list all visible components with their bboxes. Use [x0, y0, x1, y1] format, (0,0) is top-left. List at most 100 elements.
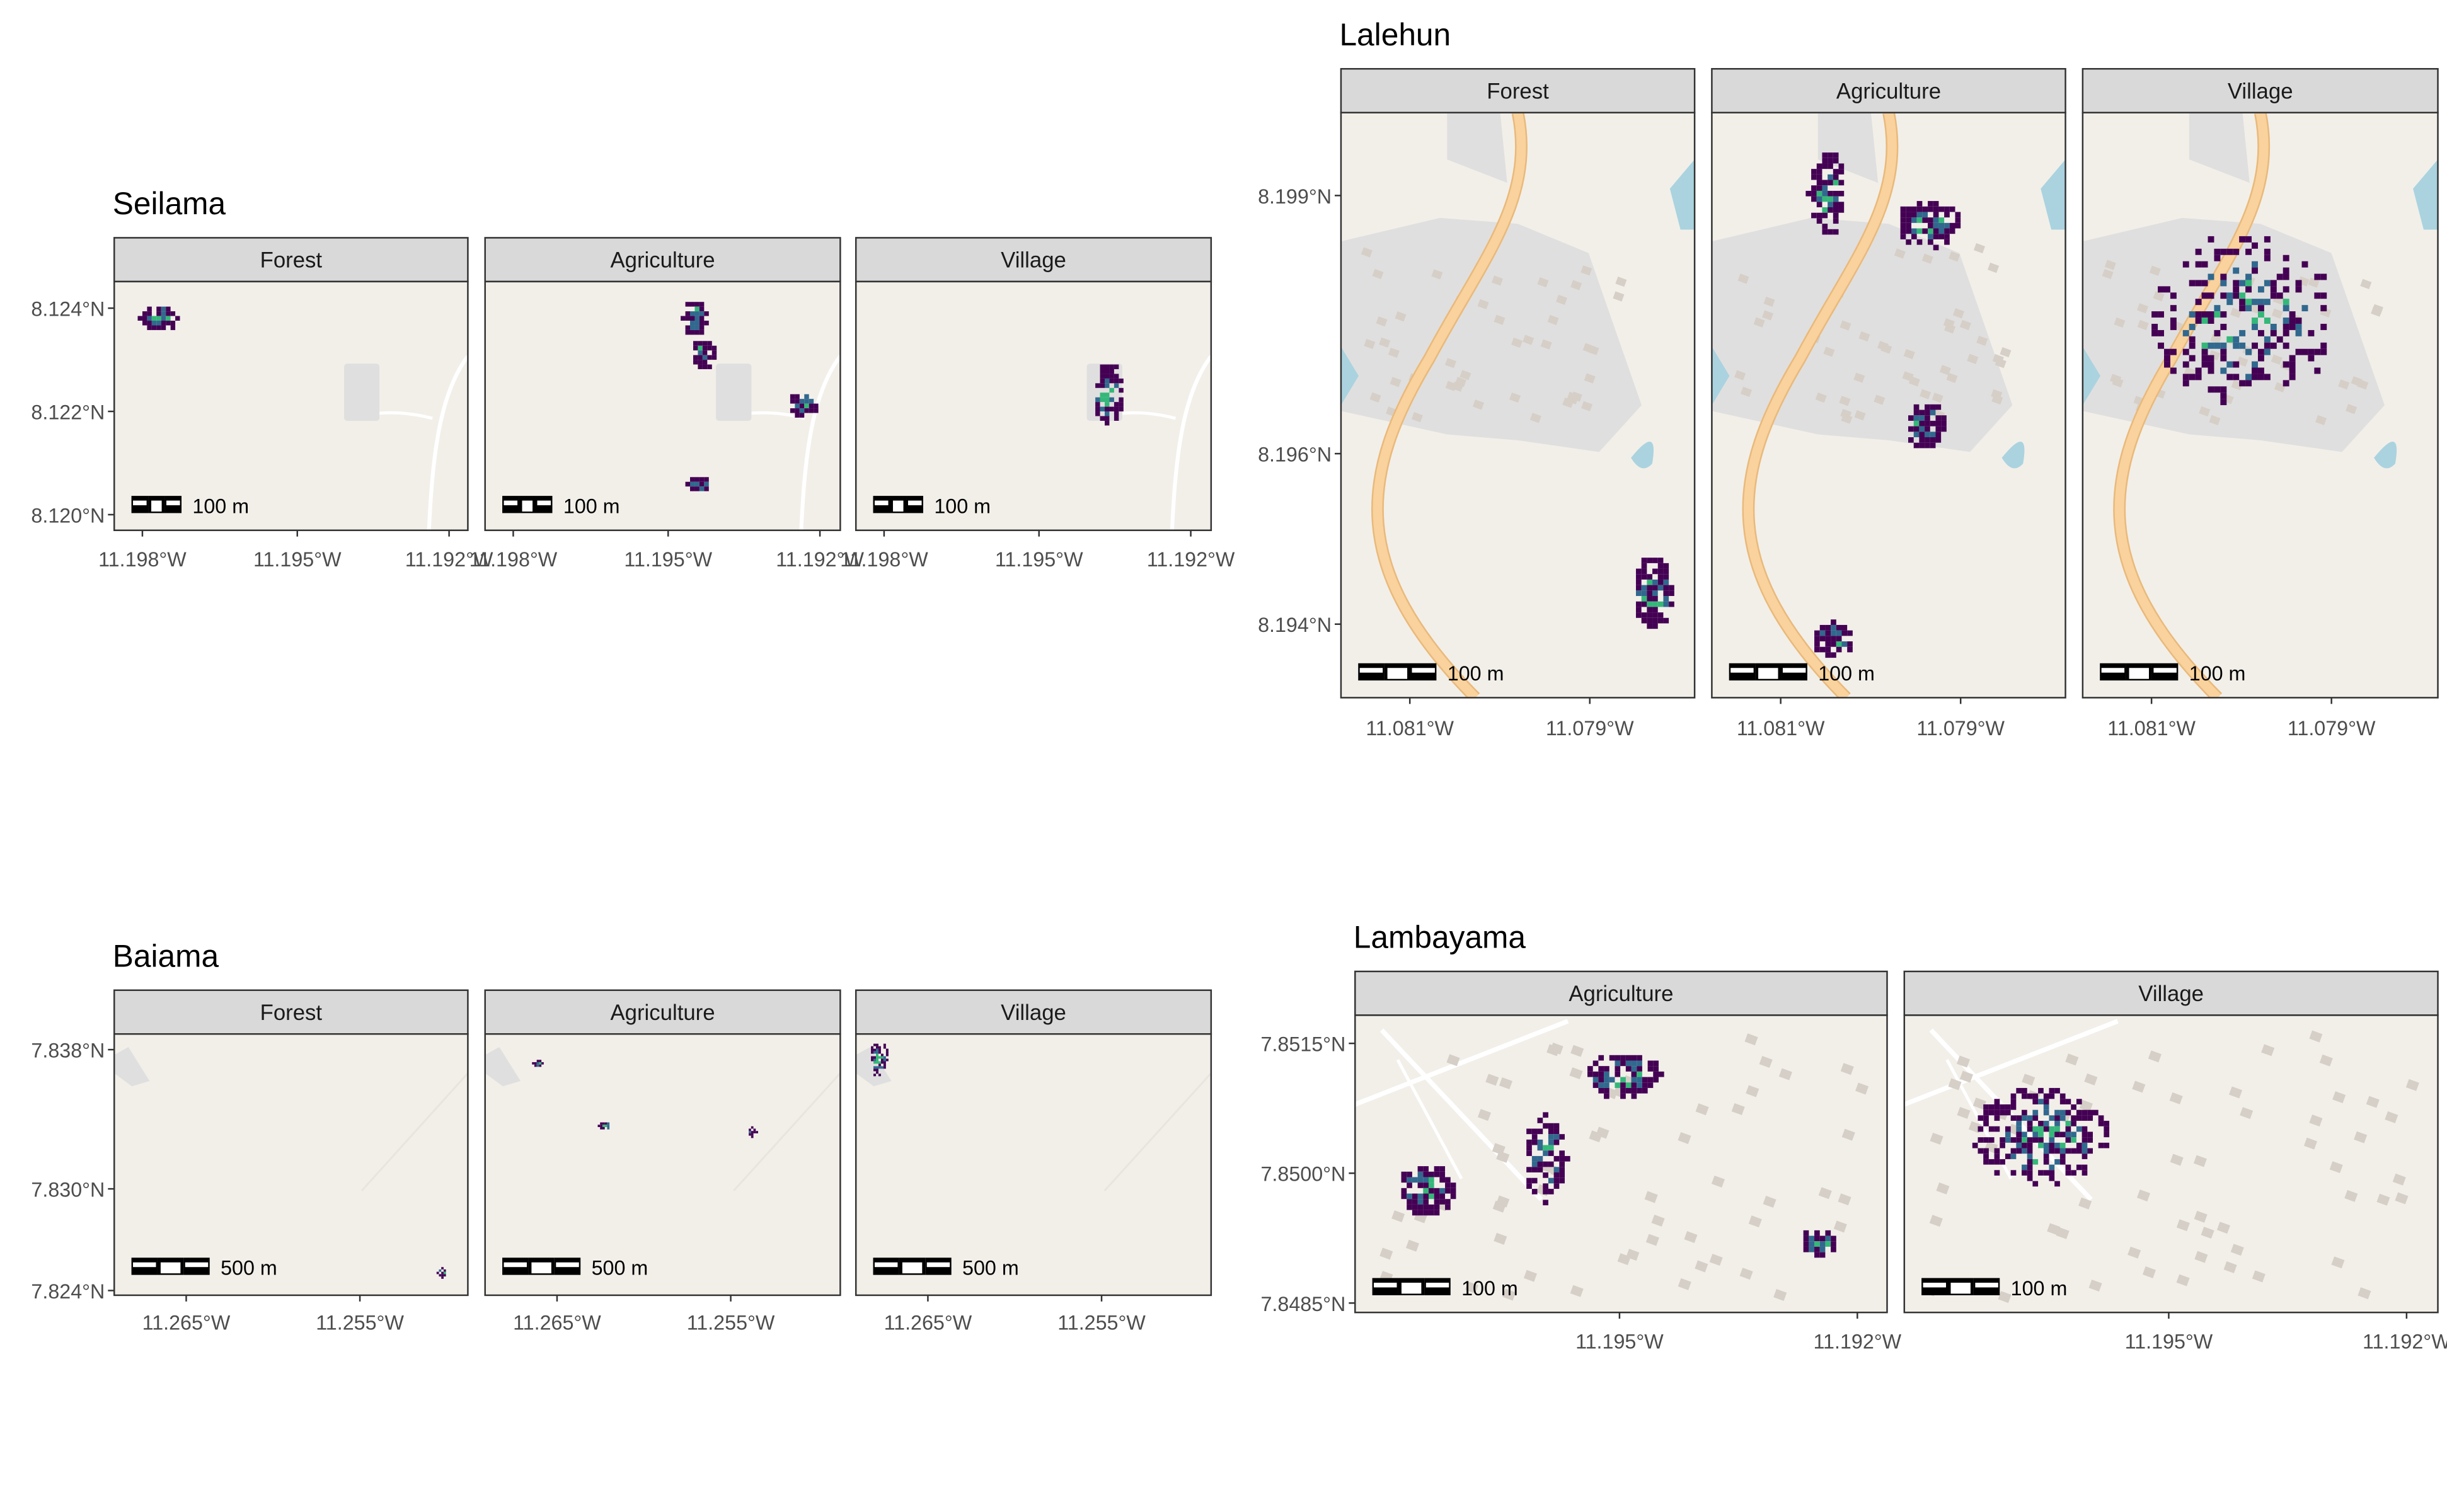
density-cell: [170, 321, 176, 326]
density-cell: [1919, 415, 1925, 421]
scale-bar-segment: [1782, 668, 1806, 673]
building-footprint: [1936, 1182, 1950, 1194]
density-cell: [443, 1269, 446, 1272]
density-cell: [2049, 1175, 2055, 1181]
density-cell: [2043, 1104, 2049, 1110]
density-cell: [885, 1053, 889, 1057]
scale-bar-segment: [926, 1262, 950, 1268]
density-cell: [1657, 579, 1664, 585]
density-cell: [1825, 1241, 1831, 1247]
density-cell: [878, 1066, 881, 1069]
density-cell: [2076, 1115, 2082, 1121]
density-cell: [1598, 1082, 1604, 1088]
building-footprint: [2405, 1079, 2419, 1091]
density-cell: [1104, 369, 1110, 374]
major-road: [1373, 112, 1526, 698]
map-body: [1904, 1015, 2438, 1313]
density-cell: [2010, 1170, 2017, 1176]
density-cell: [1637, 1066, 1642, 1072]
density-cell: [600, 1127, 602, 1130]
density-cell: [1838, 207, 1845, 213]
map-body: [2082, 112, 2438, 698]
density-cell: [707, 345, 712, 351]
density-cell: [2032, 1099, 2039, 1104]
density-cell: [1114, 416, 1119, 421]
density-cell: [1423, 1199, 1429, 1205]
building-footprint: [2065, 1053, 2079, 1066]
density-cell: [2220, 280, 2227, 287]
density-cell: [1647, 601, 1653, 607]
scale-bar-segment: [1950, 1283, 1971, 1294]
density-cell: [1553, 1155, 1560, 1162]
scale-bar-segment: [874, 500, 889, 506]
density-cell: [2054, 1126, 2060, 1132]
density-cell: [749, 1128, 751, 1131]
density-cell: [875, 1066, 878, 1069]
density-cell: [1919, 410, 1925, 416]
building-footprint: [1369, 392, 1381, 403]
panel-border: [855, 280, 1212, 531]
density-cell: [2220, 292, 2227, 299]
density-cell: [1928, 201, 1933, 207]
facet-label: Village: [1001, 249, 1066, 273]
detection-density-cluster: [1803, 1230, 1836, 1258]
density-cell: [885, 1058, 889, 1062]
density-cell: [1925, 437, 1930, 443]
density-cell: [1652, 558, 1658, 563]
density-cell: [1423, 1183, 1429, 1188]
density-cell: [2289, 374, 2296, 381]
density-cell: [1423, 1193, 1429, 1200]
density-cell: [1642, 1082, 1648, 1088]
density-cell: [1543, 1200, 1548, 1206]
density-cell: [875, 1043, 878, 1046]
density-cell: [142, 321, 147, 326]
density-cell: [2295, 280, 2302, 287]
density-cell: [704, 486, 709, 491]
density-cell: [1559, 1155, 1565, 1162]
density-cell: [1635, 585, 1642, 591]
y-tick-label: 7.8500°N: [1260, 1163, 1345, 1186]
major-road: [2114, 112, 2269, 698]
building-footprint: [1959, 1070, 1974, 1083]
density-cell: [1935, 404, 1942, 410]
density-cell: [2182, 374, 2189, 381]
density-cell: [699, 311, 705, 316]
track: [360, 1072, 468, 1192]
map-body: [114, 1034, 468, 1295]
density-cell: [1657, 558, 1664, 563]
panel-agriculture: Agriculture 100 m 11.081°W 11.079°W: [1711, 68, 2066, 740]
building-footprint: [1678, 1131, 1691, 1144]
density-cell: [2049, 1137, 2055, 1143]
density-cell: [1928, 234, 1933, 239]
building-footprint: [1460, 370, 1471, 381]
x-tick-label: 11.079°W: [1916, 717, 2005, 740]
density-cell: [2081, 1126, 2088, 1132]
density-cell: [147, 306, 152, 312]
building-footprint: [1364, 338, 1376, 350]
density-cell: [2059, 1148, 2066, 1154]
density-cell: [1930, 410, 1936, 416]
density-cell: [1833, 169, 1839, 175]
building-footprint: [1711, 1175, 1725, 1188]
density-cell: [2264, 348, 2271, 355]
density-cell: [2151, 323, 2158, 330]
detection-density-cluster: [681, 302, 709, 335]
density-cell: [2314, 348, 2321, 355]
density-cell: [1537, 1155, 1543, 1162]
density-cell: [2264, 248, 2271, 255]
density-cell: [685, 329, 691, 335]
buildings: [1379, 1033, 1869, 1302]
density-cell: [690, 325, 695, 330]
density-cell: [156, 311, 161, 316]
density-cell: [1822, 185, 1828, 191]
density-cell: [1587, 1066, 1593, 1072]
density-cell: [1100, 369, 1105, 374]
scale-bar: 100 m: [131, 495, 249, 517]
density-cell: [1955, 217, 1961, 223]
density-cell: [1559, 1150, 1565, 1156]
detection-density-cluster: [685, 477, 709, 491]
density-cell: [166, 321, 171, 326]
building-footprint: [1477, 1109, 1491, 1121]
x-tick-label: 11.255°W: [687, 1312, 775, 1334]
density-cell: [2170, 367, 2177, 374]
